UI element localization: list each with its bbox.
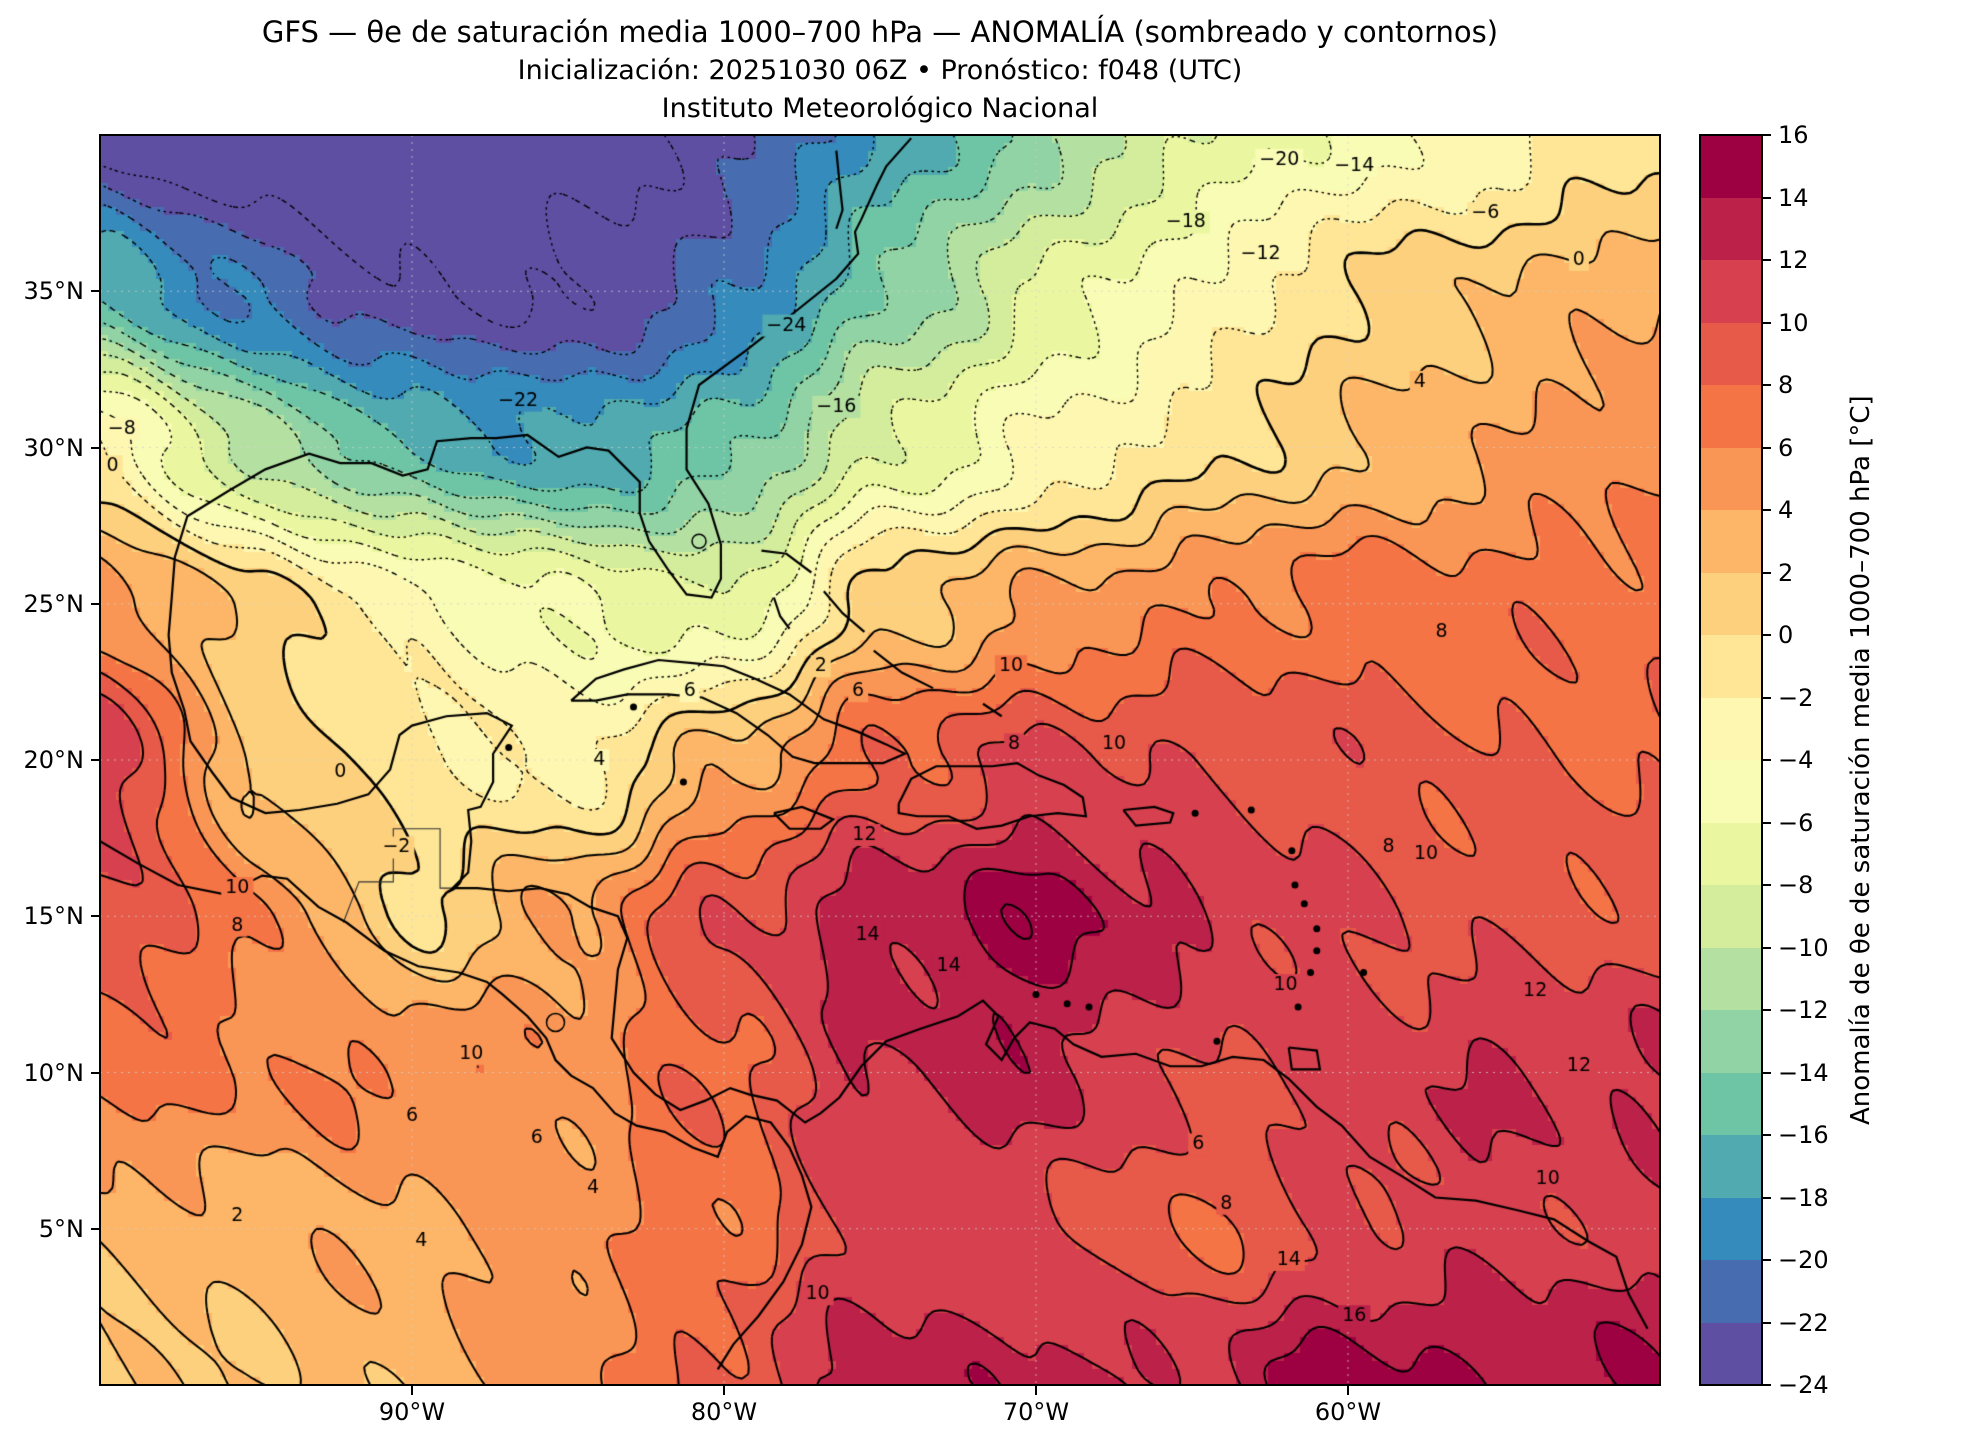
y-tick-label: 30°N xyxy=(23,433,85,462)
map-plot-area xyxy=(99,134,1661,1386)
y-tick-label: 10°N xyxy=(23,1058,85,1087)
colorbar-tick-mark xyxy=(1762,1321,1771,1324)
colorbar-tick-label: 12 xyxy=(1778,246,1809,274)
chart-title: GFS — θe de saturación media 1000–700 hP… xyxy=(261,15,1499,49)
colorbar-tick-mark xyxy=(1762,884,1771,886)
colorbar-bin xyxy=(1700,1322,1762,1385)
colorbar-bin xyxy=(1700,510,1762,573)
colorbar-tick-label: 2 xyxy=(1778,558,1794,587)
colorbar-tick-label: 6 xyxy=(1778,433,1794,462)
y-tick-label: 25°N xyxy=(23,589,85,618)
colorbar-bin xyxy=(1700,635,1762,698)
colorbar-bin xyxy=(1700,1135,1762,1198)
x-tick-label: 60°W xyxy=(1314,1398,1382,1426)
colorbar-tick-mark xyxy=(1762,1009,1771,1011)
colorbar-tick-label: −22 xyxy=(1778,1308,1829,1337)
x-tick-label: 90°W xyxy=(378,1398,446,1426)
colorbar-bin xyxy=(1700,760,1762,823)
colorbar-tick-mark xyxy=(1762,321,1771,324)
colorbar-bin xyxy=(1700,1072,1762,1135)
colorbar-tick-label: −16 xyxy=(1778,1121,1829,1149)
colorbar-tick-mark xyxy=(1762,634,1771,636)
colorbar-tick-mark xyxy=(1762,1384,1771,1386)
colorbar-tick-mark xyxy=(1762,1134,1771,1136)
colorbar-tick-mark xyxy=(1762,571,1771,574)
colorbar-tick-label: 10 xyxy=(1778,308,1809,337)
colorbar-bin xyxy=(1700,135,1762,198)
colorbar-tick-mark xyxy=(1762,696,1771,699)
x-tick-mark xyxy=(1347,1386,1349,1395)
colorbar-bin xyxy=(1700,1010,1762,1073)
colorbar-tick-label: −6 xyxy=(1778,808,1814,837)
colorbar-tick-label: −24 xyxy=(1778,1371,1829,1399)
colorbar-bin xyxy=(1700,822,1762,885)
colorbar-tick-label: −18 xyxy=(1778,1183,1829,1212)
colorbar-tick-mark xyxy=(1762,1196,1771,1199)
colorbar-bin xyxy=(1700,197,1762,260)
colorbar-tick-mark xyxy=(1762,946,1771,949)
colorbar xyxy=(1699,134,1763,1386)
y-tick-label: 35°N xyxy=(23,277,85,306)
colorbar-bin xyxy=(1700,947,1762,1010)
colorbar-tick-label: −12 xyxy=(1778,996,1829,1024)
colorbar-bin xyxy=(1700,447,1762,510)
colorbar-tick-label: −4 xyxy=(1778,746,1814,774)
y-tick-mark xyxy=(91,446,100,449)
colorbar-tick-label: −8 xyxy=(1778,871,1814,899)
colorbar-tick-mark xyxy=(1762,446,1771,449)
y-tick-mark xyxy=(91,759,100,761)
colorbar-tick-label: 14 xyxy=(1778,183,1809,212)
map-canvas xyxy=(100,135,1660,1385)
colorbar-tick-label: 0 xyxy=(1778,621,1794,649)
colorbar-bin xyxy=(1700,322,1762,385)
x-tick-mark xyxy=(1035,1386,1037,1395)
colorbar-tick-label: 16 xyxy=(1778,121,1809,149)
colorbar-tick-mark xyxy=(1762,1071,1771,1074)
colorbar-bin xyxy=(1700,885,1762,948)
colorbar-tick-label: −20 xyxy=(1778,1246,1829,1274)
colorbar-tick-mark xyxy=(1762,1259,1771,1261)
colorbar-tick-mark xyxy=(1762,196,1771,199)
y-tick-label: 20°N xyxy=(23,746,85,774)
colorbar-tick-label: −10 xyxy=(1778,933,1829,962)
x-tick-mark xyxy=(411,1386,413,1395)
y-tick-mark xyxy=(91,1227,100,1230)
colorbar-tick-mark xyxy=(1762,134,1771,136)
x-tick-mark xyxy=(723,1386,725,1395)
chart-title-block: GFS — θe de saturación media 1000–700 hP… xyxy=(100,12,1660,128)
colorbar-tick-label: −14 xyxy=(1778,1058,1829,1087)
colorbar-bin xyxy=(1700,385,1762,448)
colorbar-tick-mark xyxy=(1762,821,1771,824)
colorbar-tick-mark xyxy=(1762,259,1771,261)
y-tick-mark xyxy=(91,1071,100,1074)
colorbar-tick-mark xyxy=(1762,384,1771,386)
x-tick-label: 80°W xyxy=(690,1398,758,1426)
colorbar-axis-label: Anomalía de θe de saturación media 1000–… xyxy=(1846,395,1876,1125)
colorbar-tick-mark xyxy=(1762,509,1771,511)
colorbar-tick-label: 8 xyxy=(1778,371,1794,399)
colorbar-tick-label: 4 xyxy=(1778,496,1794,524)
x-tick-label: 70°W xyxy=(1002,1398,1070,1426)
y-tick-label: 15°N xyxy=(23,902,85,931)
chart-subtitle-institute: Instituto Meteorológico Nacional xyxy=(661,93,1099,124)
colorbar-tick-mark xyxy=(1762,759,1771,761)
y-tick-label: 5°N xyxy=(38,1214,84,1243)
colorbar-bin xyxy=(1700,1197,1762,1260)
colorbar-bin xyxy=(1700,1260,1762,1323)
colorbar-bin xyxy=(1700,572,1762,635)
colorbar-bin xyxy=(1700,697,1762,760)
y-tick-mark xyxy=(91,602,100,605)
colorbar-bin xyxy=(1700,260,1762,323)
y-tick-mark xyxy=(91,290,100,293)
y-tick-mark xyxy=(91,915,100,918)
colorbar-tick-label: −2 xyxy=(1778,683,1814,712)
chart-subtitle-init-forecast: Inicialización: 20251030 06Z • Pronóstic… xyxy=(517,55,1243,86)
